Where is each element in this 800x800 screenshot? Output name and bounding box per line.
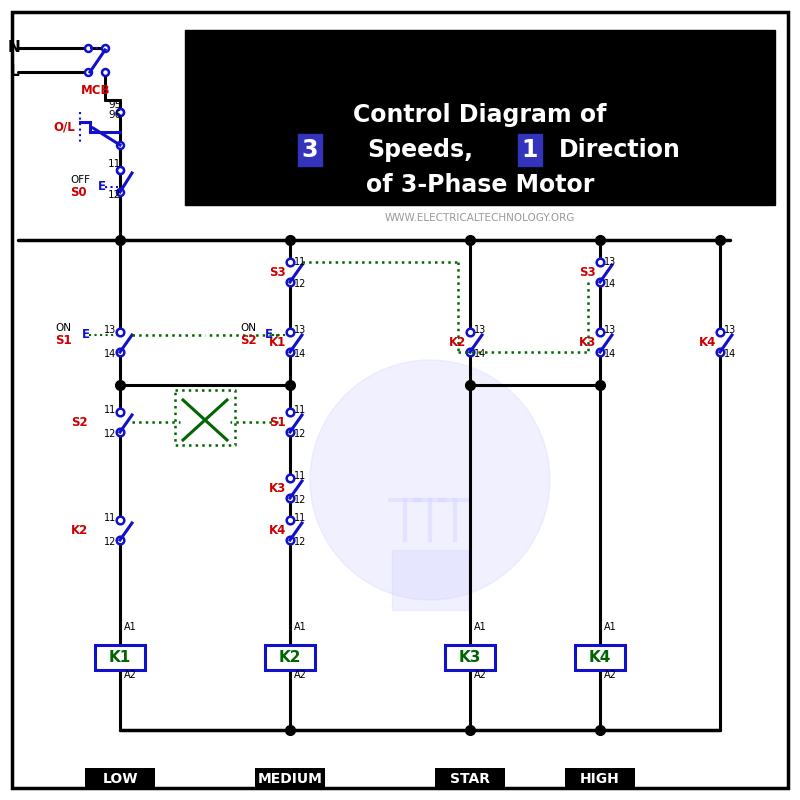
Text: A2: A2	[294, 670, 307, 680]
Text: Speeds,: Speeds,	[367, 138, 473, 162]
Text: 14: 14	[724, 349, 736, 359]
Text: O/L: O/L	[54, 121, 75, 134]
Text: of 3-Phase Motor: of 3-Phase Motor	[366, 173, 594, 197]
Text: S1: S1	[270, 415, 286, 429]
Text: A1: A1	[124, 622, 137, 632]
Text: MEDIUM: MEDIUM	[258, 772, 322, 786]
Text: K2: K2	[70, 523, 88, 537]
Text: S3: S3	[270, 266, 286, 278]
Text: 95: 95	[108, 100, 122, 110]
Bar	[85, 768, 155, 790]
Text: 12: 12	[294, 279, 306, 289]
Bar	[565, 768, 635, 790]
Text: 11: 11	[294, 257, 306, 267]
Text: 14: 14	[604, 349, 616, 359]
Text: 12: 12	[104, 537, 116, 547]
Text: S2: S2	[71, 415, 88, 429]
Bar	[445, 645, 495, 670]
Bar	[95, 645, 145, 670]
Text: STAR: STAR	[450, 772, 490, 786]
Bar	[185, 30, 775, 205]
Text: A2: A2	[124, 670, 137, 680]
Text: A1: A1	[474, 622, 486, 632]
Text: 11: 11	[294, 405, 306, 415]
Text: L: L	[9, 65, 19, 79]
Text: Control Diagram of: Control Diagram of	[354, 103, 606, 127]
Text: S1: S1	[55, 334, 72, 346]
Text: 14: 14	[474, 349, 486, 359]
Text: 12: 12	[104, 429, 116, 439]
Text: ON: ON	[240, 323, 256, 333]
Bar	[392, 550, 468, 610]
Text: 96: 96	[108, 110, 122, 120]
Circle shape	[310, 360, 550, 600]
Text: K2: K2	[449, 335, 466, 349]
Text: 12: 12	[294, 429, 306, 439]
Text: N: N	[8, 41, 20, 55]
Bar	[435, 768, 505, 790]
Text: 3: 3	[302, 138, 318, 162]
Text: A1: A1	[294, 622, 306, 632]
Text: Direction: Direction	[559, 138, 681, 162]
Text: 12: 12	[294, 537, 306, 547]
Text: 13: 13	[724, 325, 736, 335]
Text: A1: A1	[604, 622, 617, 632]
Text: 14: 14	[294, 349, 306, 359]
Text: HIGH: HIGH	[580, 772, 620, 786]
Text: 11: 11	[294, 471, 306, 481]
Text: K1: K1	[109, 650, 131, 665]
Text: K1: K1	[269, 335, 286, 349]
Text: 14: 14	[604, 279, 616, 289]
Text: 13: 13	[604, 325, 616, 335]
Bar	[265, 645, 315, 670]
Bar	[575, 645, 625, 670]
Text: 13: 13	[604, 257, 616, 267]
Text: 13: 13	[294, 325, 306, 335]
Text: 1: 1	[522, 138, 538, 162]
Text: MCB: MCB	[82, 83, 110, 97]
Text: A2: A2	[604, 670, 617, 680]
Text: OFF: OFF	[70, 175, 90, 185]
Text: K3: K3	[459, 650, 481, 665]
Text: 11: 11	[294, 513, 306, 523]
Text: 11: 11	[104, 405, 116, 415]
Text: S2: S2	[240, 334, 257, 346]
Text: WWW.ELECTRICALTECHNOLOGY.ORG: WWW.ELECTRICALTECHNOLOGY.ORG	[385, 213, 575, 223]
Text: K4: K4	[698, 335, 716, 349]
Text: 11: 11	[104, 513, 116, 523]
Text: 12: 12	[108, 190, 122, 200]
Text: K3: K3	[578, 335, 596, 349]
Text: ON: ON	[55, 323, 71, 333]
Text: 13: 13	[104, 325, 116, 335]
Text: K2: K2	[278, 650, 302, 665]
Text: K4: K4	[269, 523, 286, 537]
Text: E: E	[82, 329, 90, 342]
Bar	[255, 768, 325, 790]
Text: E: E	[265, 329, 273, 342]
Text: A2: A2	[474, 670, 487, 680]
Text: K4: K4	[589, 650, 611, 665]
Text: E: E	[98, 181, 106, 194]
Text: 13: 13	[474, 325, 486, 335]
Text: K3: K3	[269, 482, 286, 494]
Text: 11: 11	[108, 159, 122, 169]
Text: 14: 14	[104, 349, 116, 359]
Text: LOW: LOW	[102, 772, 138, 786]
Text: 12: 12	[294, 495, 306, 505]
Text: S3: S3	[579, 266, 596, 278]
Text: S0: S0	[70, 186, 86, 198]
